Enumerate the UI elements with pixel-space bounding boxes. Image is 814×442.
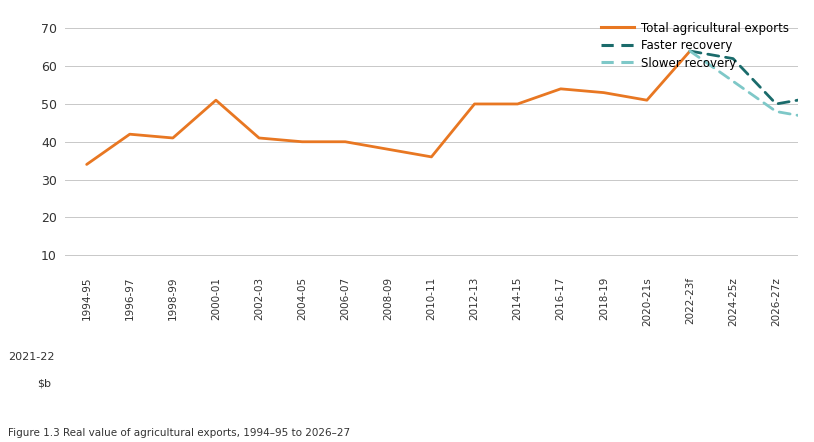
Text: Figure 1.3 Real value of agricultural exports, 1994–95 to 2026–27: Figure 1.3 Real value of agricultural ex…: [8, 427, 350, 438]
Text: $b: $b: [37, 379, 50, 389]
Legend: Total agricultural exports, Faster recovery, Slower recovery: Total agricultural exports, Faster recov…: [599, 19, 792, 72]
Text: 2021-22: 2021-22: [8, 352, 55, 362]
